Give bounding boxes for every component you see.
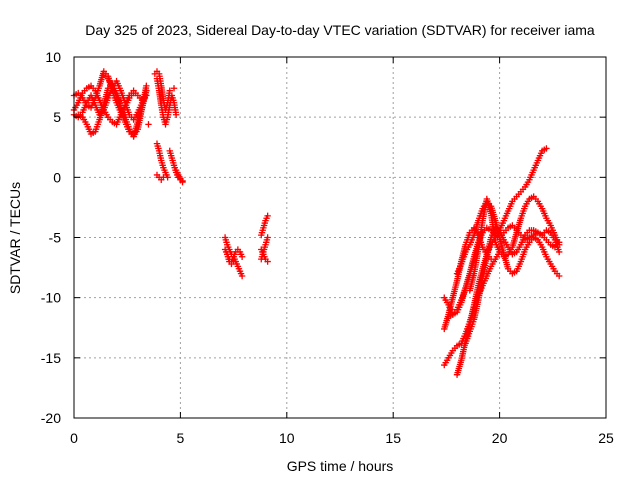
series-arc-8 (153, 140, 171, 181)
data-point (170, 85, 178, 92)
y-tick-label: -10 (41, 290, 61, 306)
series-arc-9 (153, 171, 167, 183)
data-point (230, 258, 237, 265)
axis-ticks (73, 56, 607, 419)
y-tick-label: -20 (41, 410, 61, 426)
series-arc-27 (466, 193, 563, 294)
data-point (172, 111, 180, 118)
y-axis-label: SDTVAR / TECUs (7, 182, 23, 294)
data-point (166, 87, 173, 94)
y-tick-labels: -20 -15 -10 -5 0 5 10 (41, 49, 61, 426)
x-tick-label: 0 (70, 430, 78, 446)
x-tick-label: 25 (598, 430, 614, 446)
series-arc-12 (145, 121, 152, 128)
data-point (555, 272, 563, 280)
series-arc-11 (172, 166, 186, 185)
series-arc-19 (258, 246, 271, 265)
data-point (238, 253, 246, 260)
data-point (145, 121, 152, 128)
data-point (179, 177, 186, 185)
data-point (238, 272, 246, 280)
series-arc-16 (221, 246, 237, 268)
data-point (264, 212, 271, 220)
x-tick-label: 20 (492, 430, 508, 446)
data-point (143, 82, 150, 90)
chart-title: Day 325 of 2023, Sidereal Day-to-day VTE… (85, 22, 595, 38)
x-tick-label: 5 (177, 430, 185, 446)
grid-lines (74, 57, 606, 418)
y-tick-label: -5 (49, 230, 62, 246)
data-point (264, 258, 271, 265)
series-arc-17 (258, 212, 271, 239)
y-tick-label: 10 (45, 49, 61, 65)
x-axis-label: GPS time / hours (287, 458, 394, 474)
series-arc-5 (100, 70, 150, 140)
series-arc-26 (462, 224, 563, 347)
series-arc-7 (153, 75, 180, 128)
series-arc-13 (170, 85, 178, 92)
y-tick-label: 5 (53, 109, 61, 125)
data-point (543, 145, 550, 152)
y-tick-label: -15 (41, 350, 61, 366)
data-points (70, 68, 563, 378)
x-tick-labels: 0 5 10 15 20 25 (70, 430, 614, 446)
data-point (555, 241, 563, 248)
data-point (555, 248, 563, 256)
x-tick-label: 10 (279, 430, 295, 446)
data-point (264, 234, 271, 241)
x-tick-label: 15 (385, 430, 401, 446)
y-tick-label: 0 (53, 169, 61, 185)
data-point (160, 174, 167, 181)
